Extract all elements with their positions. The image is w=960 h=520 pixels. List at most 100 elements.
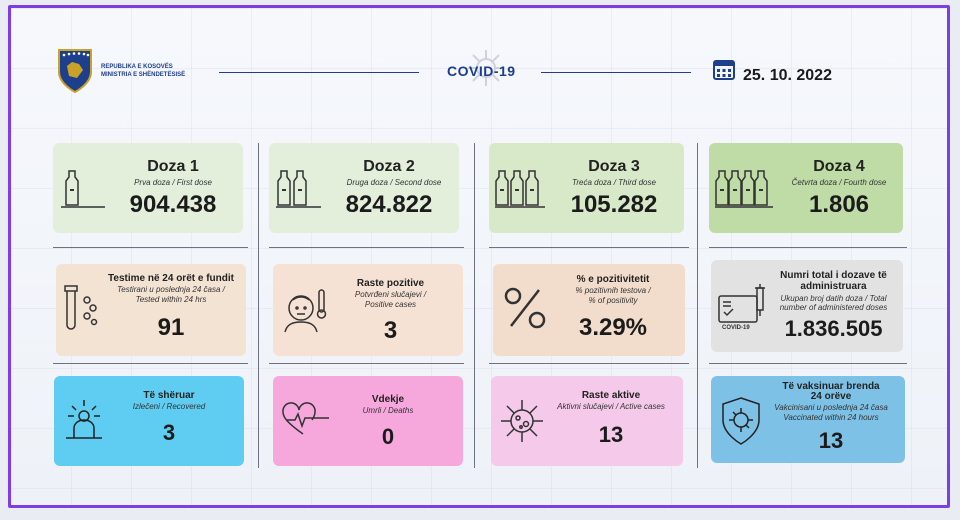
positivity-title: % e pozitivitetit	[576, 274, 650, 285]
vial-2-icon	[276, 170, 321, 208]
positive-cases-card: Raste pozitive Potvrđeni slučajevi / Pos…	[273, 264, 463, 356]
dose-4-value: 1.806	[808, 191, 870, 218]
column-divider	[474, 143, 475, 468]
total-subtitle-line-2: number of administered doses	[779, 303, 888, 312]
dose-title-prefix: Doza	[813, 158, 852, 175]
tests-subtitle-line-1: Testirani u poslednja 24 časa /	[117, 285, 225, 294]
positivity-value: 3.29%	[578, 314, 648, 341]
total-doses-subtitle: Ukupan broj datih doza / Total number of…	[766, 294, 901, 312]
vaccine-card-label: COVID-19	[722, 325, 750, 331]
dose-title-prefix: Doza	[147, 158, 186, 175]
vaccinated-24h-subtitle: Vakcinisani u poslednja 24 časa Vaccinat…	[761, 403, 901, 423]
recovered-person-icon	[66, 400, 102, 439]
positive-subtitle-line-1: Potvrđeni slučajevi /	[354, 290, 427, 299]
org-line-2: MINISTRIA E SHËNDETËSISË	[101, 72, 186, 78]
total-subtitle-line-1: Ukupan broj datih doza / Total	[780, 294, 887, 303]
column-divider	[697, 143, 698, 468]
deaths-subtitle: Umrli / Deaths	[362, 406, 414, 415]
active-cases-subtitle: Aktivni slučajevi / Active cases	[557, 402, 665, 411]
positivity-card: % e pozitivitetit % pozitivnih testova /…	[493, 264, 685, 356]
vial-3-icon	[495, 170, 545, 208]
header-rule-left	[219, 72, 419, 73]
total-doses-value: 1.836.505	[784, 316, 883, 341]
dose-title-number: 4	[855, 158, 865, 175]
dose-4-card: Doza 4 Četvrta doza / Fourth dose 1.806	[709, 143, 903, 233]
vaccinated-24h-value: 13	[818, 428, 844, 453]
dose-3-card: Doza 3 Treća doza / Third dose 105.282	[489, 143, 684, 233]
dose-1-value: 904.438	[129, 191, 217, 218]
header-rule-right	[541, 72, 691, 73]
row-divider	[269, 363, 464, 364]
row-divider	[709, 247, 907, 248]
vaccinated-subtitle-line-2: Vaccinated within 24 hours	[783, 413, 879, 422]
tests-value: 91	[157, 314, 185, 341]
recovered-subtitle: Izlečeni / Recovered	[132, 402, 206, 411]
vaccinated-title-line-1: Të vaksinuar brenda	[782, 381, 880, 392]
covid-virus-icon	[468, 50, 504, 86]
page-title: COVID-19	[447, 63, 516, 79]
dashboard-frame: REPUBLIKA E KOSOVËS MINISTRIA E SHËNDETË…	[8, 5, 950, 508]
vial-4-icon	[715, 170, 773, 208]
total-doses-title: Numri total i dozave të administruara	[766, 270, 901, 292]
row-divider	[489, 363, 689, 364]
kosovo-coat-of-arms-icon	[58, 49, 92, 94]
positive-subtitle-line-2: Positive cases	[364, 300, 417, 309]
dose-2-subtitle: Druga doza / Second dose	[346, 178, 442, 187]
tests-card: Testime në 24 orët e fundit Testirani u …	[56, 264, 246, 356]
dose-title-prefix: Doza	[588, 158, 627, 175]
dose-2-card: Doza 2 Druga doza / Second dose 824.822	[269, 143, 459, 233]
vaccinated-24h-card: Të vaksinuar brenda 24 orëve Vakcinisani…	[711, 376, 905, 463]
positivity-subtitle-line-2: % of positivity	[588, 296, 638, 305]
positive-cases-title: Raste pozitive	[356, 278, 425, 289]
ministry-name: REPUBLIKA E KOSOVËS MINISTRIA E SHËNDETË…	[101, 63, 185, 79]
tests-subtitle: Testirani u poslednja 24 časa / Tested w…	[96, 285, 246, 305]
active-cases-title: Raste aktive	[581, 390, 641, 401]
row-divider	[709, 363, 907, 364]
vaccinated-24h-title: Të vaksinuar brenda 24 orëve	[761, 382, 901, 402]
dose-3-subtitle: Treća doza / Third dose	[572, 178, 656, 187]
virus-icon	[501, 400, 543, 442]
report-date: 25. 10. 2022	[743, 67, 832, 84]
active-cases-value: 13	[598, 422, 624, 447]
deaths-value: 0	[381, 424, 395, 449]
positivity-subtitle-line-1: % pozitivnih testova /	[575, 286, 651, 295]
dose-title-number: 2	[405, 158, 415, 175]
positive-cases-value: 3	[383, 317, 398, 344]
vaccinated-subtitle-line-1: Vakcinisani u poslednja 24 časa	[774, 403, 888, 412]
positive-cases-subtitle: Potvrđeni slučajevi / Positive cases	[328, 290, 453, 310]
total-doses-card: COVID-19 Numri total i dozave të adminis…	[711, 260, 903, 352]
row-divider	[269, 247, 464, 248]
fever-person-icon	[284, 289, 327, 333]
dose-4-title: Doza 4	[799, 158, 879, 176]
test-tube-icon	[64, 285, 98, 330]
recovered-value: 3	[162, 420, 176, 445]
row-divider	[489, 247, 689, 248]
calendar-icon	[713, 60, 735, 80]
dose-2-title: Doza 2	[349, 158, 429, 176]
recovered-title: Të shëruar	[143, 390, 195, 401]
shield-virus-icon	[722, 397, 760, 445]
dose-3-value: 105.282	[570, 191, 658, 218]
dose-1-title: Doza 1	[133, 158, 213, 176]
deaths-title: Vdekje	[371, 394, 405, 405]
dose-title-number: 3	[630, 158, 640, 175]
recovered-card: Të shëruar Izlečeni / Recovered 3	[54, 376, 244, 466]
dose-2-value: 824.822	[345, 191, 433, 218]
dose-1-card: Doza 1 Prva doza / First dose 904.438	[53, 143, 243, 233]
total-doses-title-line-1: Numri total i dozave të	[780, 270, 887, 281]
dose-3-title: Doza 3	[574, 158, 654, 176]
header: REPUBLIKA E KOSOVËS MINISTRIA E SHËNDETË…	[11, 8, 947, 118]
active-cases-card: Raste aktive Aktivni slučajevi / Active …	[491, 376, 683, 466]
percent-icon	[504, 287, 546, 329]
tests-title: Testime në 24 orët e fundit	[108, 273, 234, 284]
tests-subtitle-line-2: Tested within 24 hrs	[135, 295, 207, 304]
row-divider	[53, 363, 248, 364]
vial-1-icon	[61, 170, 105, 208]
vaccinated-title-line-2: 24 orëve	[810, 391, 852, 402]
column-divider	[258, 143, 259, 468]
dose-title-prefix: Doza	[363, 158, 402, 175]
heartbeat-icon	[282, 402, 329, 435]
row-divider	[53, 247, 248, 248]
deaths-card: Vdekje Umrli / Deaths 0	[273, 376, 463, 466]
vaccine-card-icon: COVID-19	[718, 284, 765, 331]
